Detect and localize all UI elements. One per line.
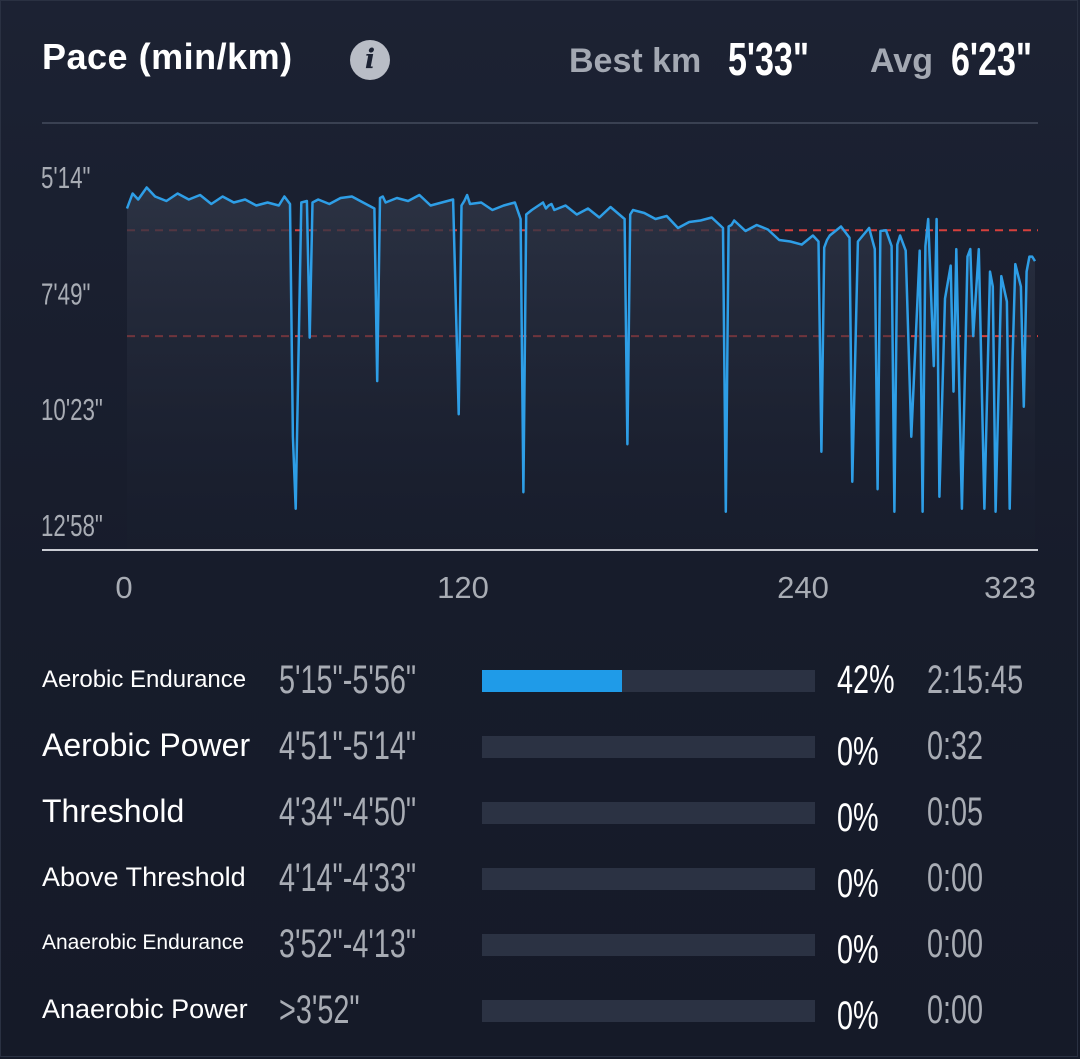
x-tick-label: 323 <box>984 570 1036 605</box>
y-tick-label: 5'14" <box>41 160 90 194</box>
zone-name: Anaerobic Endurance <box>42 931 244 955</box>
y-tick-label: 7'49" <box>41 277 90 311</box>
y-tick-label: 10'23" <box>41 392 103 426</box>
zone-name: Threshold <box>42 792 185 829</box>
zone-time: 2:15:45 <box>927 658 1024 702</box>
y-tick-label: 12'58" <box>41 509 103 543</box>
best-km-value: 5'33" <box>728 33 810 85</box>
zone-name: Aerobic Endurance <box>42 665 247 693</box>
zone-percent: 0% <box>837 862 879 906</box>
zone-row: Threshold 4'34"-4'50" 0% 0:05 <box>0 782 1080 842</box>
x-tick-label: 0 <box>115 570 132 605</box>
info-icon[interactable]: i <box>350 40 390 80</box>
header-divider <box>42 122 1038 124</box>
zone-bar-track <box>482 670 815 692</box>
zone-row: Above Threshold 4'14"-4'33" 0% 0:00 <box>0 848 1080 908</box>
zone-range: >3'52" <box>279 988 360 1032</box>
zone-row: Anaerobic Endurance 3'52"-4'13" 0% 0:00 <box>0 914 1080 974</box>
zone-range: 3'52"-4'13" <box>279 922 417 966</box>
zone-percent: 0% <box>837 994 879 1038</box>
zone-time: 0:00 <box>927 856 984 900</box>
zone-range: 4'34"-4'50" <box>279 790 417 834</box>
zone-row: Aerobic Endurance 5'15"-5'56" 42% 2:15:45 <box>0 650 1080 710</box>
zone-bar-track <box>482 736 815 758</box>
zone-name: Aerobic Power <box>42 726 251 763</box>
avg-value: 6'23" <box>951 33 1033 85</box>
zone-range: 5'15"-5'56" <box>279 658 417 702</box>
zone-name: Anaerobic Power <box>42 993 248 1024</box>
zone-time: 0:00 <box>927 922 984 966</box>
zone-time: 0:32 <box>927 724 984 768</box>
pace-area <box>127 187 1035 550</box>
pace-line <box>125 186 1037 513</box>
zone-percent: 0% <box>837 928 879 972</box>
zone-bar-track <box>482 868 815 890</box>
zone-percent: 0% <box>837 730 879 774</box>
chart-header: Pace (min/km) i Best km 5'33" Avg 6'23" <box>42 0 1038 122</box>
zone-bar-track <box>482 934 815 956</box>
zone-percent: 0% <box>837 796 879 840</box>
x-tick-label: 120 <box>437 570 489 605</box>
avg-label: Avg <box>870 42 933 80</box>
zone-bar-track <box>482 802 815 824</box>
zone-bar-fill <box>482 670 622 692</box>
zone-row: Anaerobic Power >3'52" 0% 0:00 <box>0 980 1080 1040</box>
zone-bar-track <box>482 1000 815 1022</box>
zone-time: 0:05 <box>927 790 984 834</box>
zone-row: Aerobic Power 4'51"-5'14" 0% 0:32 <box>0 716 1080 776</box>
zone-range: 4'51"-5'14" <box>279 724 417 768</box>
zone-percent: 42% <box>837 658 895 702</box>
zone-time: 0:00 <box>927 988 984 1032</box>
best-km-label: Best km <box>569 42 702 80</box>
pace-chart: 5'14" 7'49" 10'23" 12'58" 0 120 240 323 <box>41 160 1038 605</box>
chart-title: Pace (min/km) <box>42 36 293 77</box>
x-tick-label: 240 <box>777 570 829 605</box>
zone-name: Above Threshold <box>42 861 246 892</box>
zone-range: 4'14"-4'33" <box>279 856 417 900</box>
